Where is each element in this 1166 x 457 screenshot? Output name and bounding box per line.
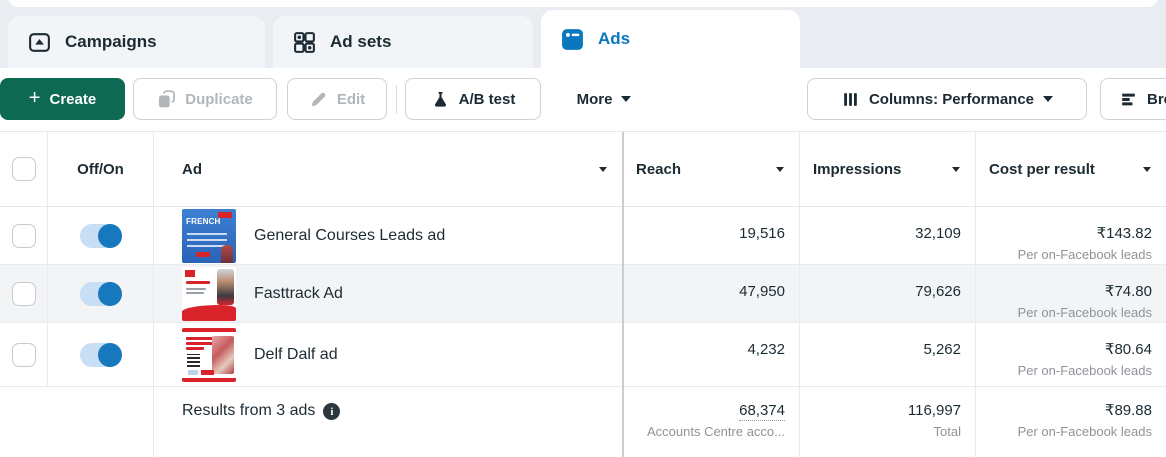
ad-thumbnail[interactable]: FRENCH xyxy=(182,208,236,263)
tab-ad-sets-label: Ad sets xyxy=(330,32,392,51)
reach-value: 19,516 xyxy=(739,225,785,242)
row-checkbox[interactable] xyxy=(11,342,36,367)
cost-per-result-total-note: Per on-Facebook leads xyxy=(1017,424,1152,439)
toggle-knob xyxy=(97,342,122,367)
ab-test-label: A/B test xyxy=(458,90,516,108)
cost-per-result-value: ₹143.82 xyxy=(1096,225,1152,242)
cost-per-result-value: ₹80.64 xyxy=(1104,341,1152,358)
impressions-total-note: Total xyxy=(933,424,961,439)
toggle-knob xyxy=(97,223,122,248)
reach-total[interactable]: 68,374 xyxy=(739,402,785,421)
column-header-cost-per-result[interactable]: Cost per result xyxy=(976,132,1166,206)
column-header-off-on: Off/On xyxy=(77,160,124,178)
cost-per-result-total: ₹89.88 xyxy=(1104,402,1152,419)
cost-per-result-note: Per on-Facebook leads xyxy=(1017,305,1152,320)
tab-ads[interactable]: Ads xyxy=(541,10,800,68)
ad-thumbnail[interactable] xyxy=(182,327,236,382)
reach-value: 4,232 xyxy=(747,341,785,358)
top-strip xyxy=(0,0,1166,8)
toolbar: + Create Duplicate Edit A/B test More xyxy=(0,68,1166,131)
columns-icon xyxy=(844,92,857,106)
columns-button[interactable]: Columns: Performance xyxy=(807,78,1087,120)
create-button[interactable]: + Create xyxy=(0,78,125,120)
sort-caret-icon xyxy=(599,166,607,172)
impressions-value: 5,262 xyxy=(923,341,961,358)
cost-per-result-note: Per on-Facebook leads xyxy=(1017,363,1152,378)
cost-per-result-value: ₹74.80 xyxy=(1104,283,1152,300)
impressions-value: 32,109 xyxy=(915,225,961,242)
row-checkbox[interactable] xyxy=(11,281,36,306)
tab-campaigns-label: Campaigns xyxy=(65,32,157,51)
top-bar-remnant xyxy=(8,0,1158,7)
table-row: Delf Dalf ad 4,232 5,262 ₹80.64 Per on-F… xyxy=(0,323,1166,387)
ad-name[interactable]: Delf Dalf ad xyxy=(254,345,338,363)
columns-label: Columns: Performance xyxy=(868,90,1035,108)
row-checkbox[interactable] xyxy=(11,223,36,248)
tab-ad-sets[interactable]: Ad sets xyxy=(273,16,533,68)
impressions-total: 116,997 xyxy=(907,402,961,419)
ab-test-button[interactable]: A/B test xyxy=(405,78,541,120)
ads-table: Off/On Ad Reach Impressions Cost per res… xyxy=(0,131,1166,457)
campaigns-folder-icon xyxy=(29,32,50,52)
breakdown-button[interactable]: Bre xyxy=(1100,78,1166,120)
plus-icon: + xyxy=(28,87,41,109)
cost-per-result-note: Per on-Facebook leads xyxy=(1017,247,1152,262)
breakdown-label: Bre xyxy=(1147,90,1166,108)
sort-caret-icon xyxy=(776,166,784,172)
ad-sets-grid-icon xyxy=(294,31,315,53)
table-header-row: Off/On Ad Reach Impressions Cost per res… xyxy=(0,132,1166,207)
table-row: Fasttrack Ad 47,950 79,626 ₹74.80 Per on… xyxy=(0,265,1166,323)
sort-caret-icon xyxy=(1143,166,1151,172)
duplicate-copy-icon xyxy=(159,89,176,107)
chevron-down-icon xyxy=(1043,96,1054,102)
results-summary-label: Results from 3 ads xyxy=(182,402,316,419)
frozen-column-divider[interactable] xyxy=(622,132,624,457)
column-header-ad[interactable]: Ad xyxy=(154,132,623,206)
info-icon[interactable]: i xyxy=(323,403,341,420)
table-row: FRENCH General Courses Leads ad 19,516 3… xyxy=(0,207,1166,265)
flask-icon xyxy=(434,91,446,107)
pencil-icon xyxy=(311,92,326,106)
ad-status-toggle[interactable] xyxy=(79,223,122,248)
select-all-checkbox[interactable] xyxy=(11,157,36,181)
duplicate-button[interactable]: Duplicate xyxy=(133,78,277,120)
breakdown-icon xyxy=(1122,93,1135,105)
edit-label: Edit xyxy=(336,90,366,108)
summary-empty-cell xyxy=(0,387,154,457)
toolbar-divider xyxy=(396,85,397,114)
ad-status-toggle[interactable] xyxy=(79,342,122,367)
sort-caret-icon xyxy=(952,166,960,172)
ad-status-toggle[interactable] xyxy=(79,281,122,306)
impressions-value: 79,626 xyxy=(915,283,961,300)
tab-campaigns[interactable]: Campaigns xyxy=(8,16,265,68)
column-header-reach[interactable]: Reach xyxy=(623,132,800,206)
ads-card-icon xyxy=(562,28,583,50)
table-summary-row: Results from 3 ads i 68,374 Accounts Cen… xyxy=(0,387,1166,457)
reach-total-note: Accounts Centre acco... xyxy=(646,424,785,439)
edit-button[interactable]: Edit xyxy=(287,78,387,120)
column-header-impressions[interactable]: Impressions xyxy=(800,132,976,206)
tab-ads-label: Ads xyxy=(598,29,631,48)
reach-value: 47,950 xyxy=(739,283,785,300)
create-label: Create xyxy=(49,90,97,108)
ad-name[interactable]: General Courses Leads ad xyxy=(254,226,446,244)
ad-thumbnail[interactable] xyxy=(182,266,236,321)
more-button[interactable]: More xyxy=(558,78,650,120)
toggle-knob xyxy=(97,281,122,306)
ad-name[interactable]: Fasttrack Ad xyxy=(254,284,343,302)
level-tabs: Campaigns Ad sets Ads xyxy=(0,8,1166,68)
more-label: More xyxy=(576,90,613,108)
duplicate-label: Duplicate xyxy=(185,90,253,108)
chevron-down-icon xyxy=(621,96,632,102)
